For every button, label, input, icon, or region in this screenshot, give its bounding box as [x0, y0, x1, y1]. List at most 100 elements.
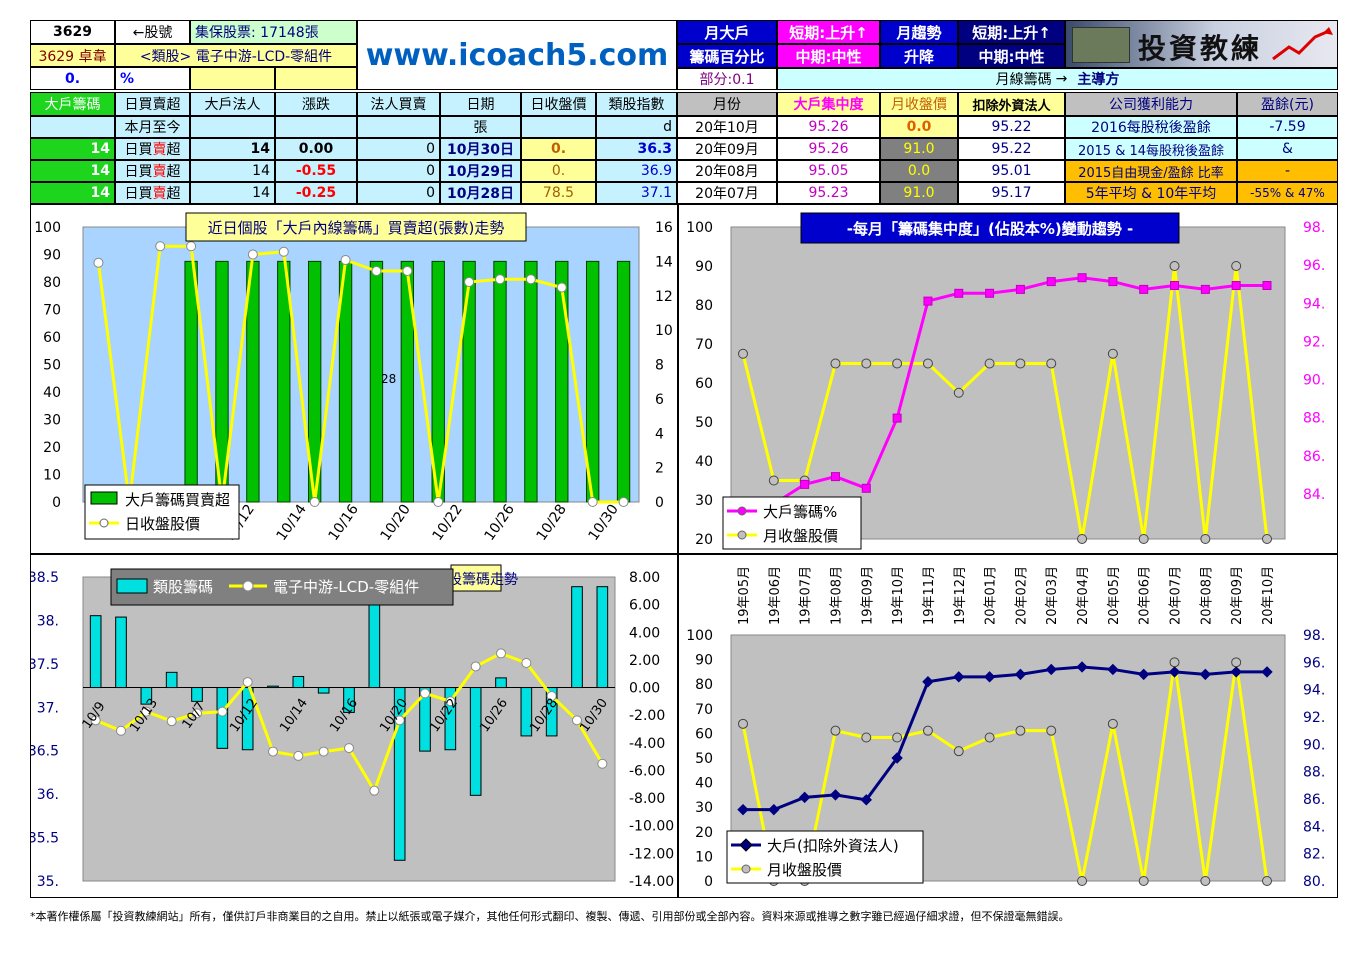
bar	[616, 260, 631, 503]
data-point	[737, 803, 749, 816]
data-point	[1168, 666, 1181, 678]
monthly-chips-bar: 月線籌碼 → 主導方	[777, 68, 1338, 90]
table-cell: -0.25	[275, 182, 357, 204]
table-cell: 95.26	[777, 116, 880, 138]
col-header: 大戶法人	[190, 92, 275, 116]
subrow-cell: d	[596, 116, 677, 138]
tick-label: -8.00	[629, 791, 665, 807]
subrow-cell	[190, 116, 275, 138]
tick-label: 88.	[1303, 765, 1325, 781]
bar	[469, 687, 482, 796]
tick-label: 20	[695, 825, 713, 841]
data-point	[155, 241, 166, 252]
table-cell: 0.	[521, 160, 596, 182]
tick-label: 40	[695, 454, 713, 470]
bar	[524, 260, 538, 503]
data-point	[953, 387, 964, 398]
table-cell: 95.22	[958, 116, 1065, 138]
chart-big-holder-ex-foreign: 19年05月 19年06月 19年07月 19年08月 19年09月 19年10月 19年1…	[686, 566, 1325, 890]
data-point	[344, 743, 354, 754]
tick-label: 2.00	[629, 653, 660, 669]
tick-label: 90	[695, 653, 713, 669]
data-point	[1170, 281, 1180, 290]
chart-monthly-concentration: 100 90 80 70 60 50 40 30 20 98. 96. 94. 92. 90. 88. 86.…	[686, 212, 1325, 550]
table-cell: 2016每股稅後盈餘	[1065, 116, 1237, 138]
table-cell: 36.9	[596, 160, 677, 182]
data-point	[470, 661, 481, 672]
tick-label: 20	[695, 532, 713, 548]
chart-title: 近日個股「大戶內線籌碼」買賣超(張數)走勢	[208, 219, 505, 237]
data-point	[1262, 876, 1272, 886]
table-cell: 20年08月	[677, 160, 777, 182]
data-point	[984, 358, 995, 369]
tick-label: 20年06月	[1138, 566, 1153, 625]
table-cell: 0.	[521, 138, 596, 160]
tick-label: 20年10月	[1261, 566, 1276, 625]
arrow-icon: →	[1055, 71, 1068, 87]
plot-area	[82, 226, 640, 503]
site-url[interactable]: www.icoach5.com	[357, 20, 677, 90]
data-point	[922, 725, 933, 736]
data-point	[1046, 725, 1057, 736]
table-cell: -0.55	[275, 160, 357, 182]
data-point	[1200, 876, 1211, 886]
tick-label: 35.5	[31, 831, 59, 847]
data-point	[953, 671, 965, 683]
bar	[419, 687, 431, 752]
bar	[400, 260, 415, 503]
tick-label: 36.5	[31, 744, 59, 760]
col-header: 日期	[440, 92, 521, 116]
col-header: 漲跌	[275, 92, 357, 116]
data-point	[572, 715, 582, 726]
data-point	[618, 497, 629, 507]
data-point	[521, 657, 532, 668]
tick-label: 50	[43, 358, 61, 374]
data-point	[1107, 718, 1118, 729]
tick-label: -14.00	[629, 874, 674, 890]
tick-label: 60	[695, 726, 713, 742]
tick-label: 38.5	[31, 570, 59, 586]
subrow-cell: 本月至今	[115, 116, 190, 138]
data-point	[1077, 534, 1088, 544]
cell-text: 超	[166, 186, 181, 202]
tick-label: 12	[655, 289, 673, 305]
subrow-cell	[357, 116, 440, 138]
cell-text: 日買	[124, 142, 153, 158]
tick-label: 6.00	[629, 598, 660, 614]
tick-label: 20年04月	[1076, 566, 1091, 625]
tick-label: 35.	[37, 874, 59, 890]
tick-label: 0	[52, 495, 61, 511]
subrow-cell	[30, 116, 115, 138]
data-point	[861, 732, 872, 743]
tick-label: 100	[686, 220, 713, 236]
table-cell: -55% & 47%	[1237, 182, 1338, 204]
subrow-cell	[275, 116, 357, 138]
tick-label: 37.	[37, 700, 59, 716]
tick-label: 70	[43, 303, 61, 319]
table-cell: 14	[30, 182, 115, 204]
short-term-trend-1: 短期:上升↑	[777, 20, 880, 44]
tick-label: 60	[43, 330, 61, 346]
data-point	[587, 497, 598, 507]
tick-label: 6	[655, 392, 664, 408]
col-header: 法人買賣	[357, 92, 440, 116]
data-point	[90, 715, 101, 726]
tick-label: -2.00	[629, 708, 665, 724]
table-cell: 0.0	[880, 116, 958, 138]
chart-panel-top-left: 100 90 80 70 60 50 40 30 20 10 0 16 14 12 10 8 6 4 2 0 28 10/…	[30, 204, 678, 554]
data-point	[983, 671, 996, 683]
chart-panel-top-right: 100 90 80 70 60 50 40 30 20 98. 96. 94. 92. 90. 88. 86.…	[678, 204, 1338, 554]
tick-label: 60	[695, 376, 713, 392]
tick-label: 80	[695, 677, 713, 693]
table-cell: 日買賣超	[115, 160, 190, 182]
tick-label: 70	[695, 337, 713, 353]
data-point	[293, 750, 304, 761]
tick-label: 8	[655, 358, 664, 374]
tick-label: 19年05月	[737, 566, 752, 625]
tick-label: 10	[43, 468, 61, 484]
data-point	[861, 483, 871, 493]
table-cell: 0	[357, 160, 440, 182]
month-trend-title: 月趨勢	[880, 20, 958, 44]
tick-label: 90	[43, 248, 61, 264]
data-point	[247, 249, 258, 260]
